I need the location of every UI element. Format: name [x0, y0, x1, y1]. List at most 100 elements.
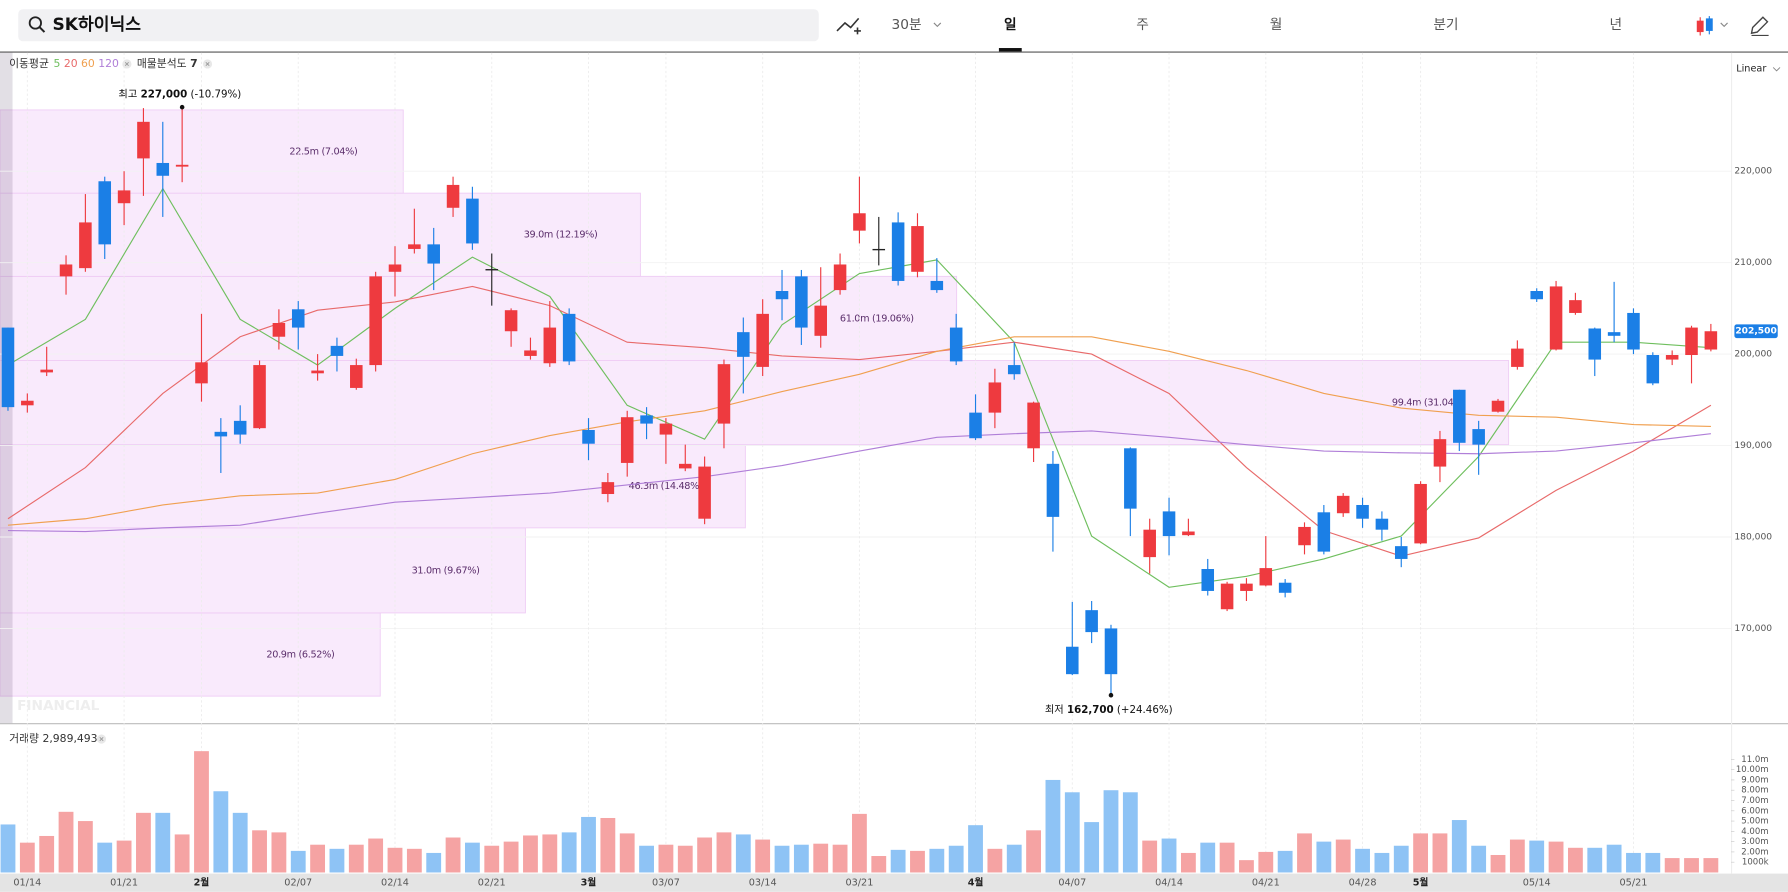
ma-legend-entry: 60	[81, 57, 95, 70]
candle-body	[1143, 529, 1156, 558]
volume-profile-label: 22.5m (7.04%)	[289, 147, 357, 158]
candle-body	[1375, 518, 1389, 530]
last-price-label: 202,500	[1735, 327, 1776, 337]
y-tick-label: 170,000	[1734, 624, 1772, 634]
volume-bar	[1026, 830, 1041, 873]
volume-bar	[968, 825, 983, 873]
volume-bar	[348, 844, 364, 873]
candle-body	[504, 310, 518, 332]
ma-legend-entry: 20	[64, 57, 78, 70]
volume-bar	[793, 844, 809, 873]
x-tick-label: 4월	[968, 877, 984, 889]
pencil-icon	[1750, 16, 1769, 35]
chart-style-icon	[1705, 18, 1713, 31]
volume-bar	[1297, 833, 1312, 873]
candle-body	[1607, 332, 1621, 336]
candle-body	[427, 244, 440, 264]
y-tick-label: 1000k	[1742, 858, 1769, 868]
y-tick-label: 220,000	[1734, 167, 1772, 177]
volume-bar	[948, 845, 964, 873]
x-tick-label: 04/28	[1349, 878, 1377, 889]
volume-bar	[97, 842, 113, 873]
volume-current: 2,989,493	[42, 732, 97, 745]
x-tick-label: 04/07	[1058, 878, 1086, 889]
candle-body	[1317, 512, 1331, 552]
volume-bar	[929, 848, 945, 873]
scale-mode[interactable]: Linear	[1736, 64, 1766, 75]
volume-bar	[329, 848, 345, 873]
period-tab[interactable]: 일	[1004, 17, 1017, 33]
candle-body	[1569, 300, 1582, 313]
candle-body	[911, 226, 924, 272]
candle-body	[330, 345, 344, 356]
volume-bar	[890, 849, 906, 873]
volume-bar	[368, 838, 384, 873]
candle-body	[59, 264, 73, 277]
candle-body	[620, 417, 634, 463]
volume-bar	[252, 830, 267, 873]
candle-body	[175, 164, 189, 167]
search-box[interactable]	[18, 9, 819, 42]
annotation-change: (+24.46%)	[1117, 704, 1173, 716]
interval-caret	[933, 22, 942, 28]
volume-bar	[1626, 852, 1641, 873]
period-tab[interactable]: 주	[1136, 17, 1149, 33]
volume-bar	[136, 812, 151, 873]
y-tick-label: 9.00m	[1741, 775, 1768, 785]
volume-bar	[1084, 822, 1100, 873]
candle-body	[969, 412, 982, 439]
y-tick-label: 8.00m	[1741, 786, 1768, 796]
chart-style-button[interactable]	[1696, 16, 1728, 36]
volume-bar	[310, 844, 326, 873]
moving-average-line	[7, 430, 1711, 533]
volume-bar	[813, 843, 829, 873]
volume-bar	[1239, 860, 1254, 873]
candle-body	[98, 181, 112, 245]
volume-profile-label: 31.0m (9.67%)	[412, 565, 480, 576]
candle-body	[291, 309, 305, 328]
volume-bar	[0, 824, 16, 873]
volume-profile-band	[0, 527, 526, 614]
volume-bar	[871, 856, 887, 873]
candle-body	[1433, 439, 1447, 467]
y-tick-label: 2.00m	[1741, 847, 1768, 857]
volume-bar	[484, 845, 500, 873]
period-tab[interactable]: 년	[1610, 17, 1623, 33]
candle-body	[737, 332, 750, 357]
ma-legend-entry: 5	[54, 57, 61, 70]
volume-bar	[19, 842, 35, 873]
candle-body	[214, 431, 228, 437]
period-tab[interactable]: 월	[1270, 17, 1283, 33]
volume-bar	[1316, 841, 1332, 873]
y-tick-label: 190,000	[1734, 441, 1772, 451]
candle-body	[601, 482, 615, 495]
candle-body	[350, 365, 363, 388]
search-text: SK하이닉스	[52, 15, 141, 35]
annotation-label: 최고	[118, 89, 137, 101]
x-tick-label: 03/14	[749, 878, 777, 889]
volume-bar	[1587, 847, 1603, 873]
annotation-value: 227,000	[141, 89, 188, 101]
profile-legend-count: 7	[190, 57, 198, 70]
scale-caret	[1772, 67, 1781, 72]
draw-button[interactable]	[1750, 16, 1769, 37]
candle-body	[775, 291, 789, 300]
candle-body	[678, 463, 692, 469]
candle-body	[195, 362, 208, 384]
volume-bar	[1451, 820, 1467, 873]
watermark: FINANCIAL	[17, 698, 100, 714]
period-tab[interactable]: 분기	[1433, 17, 1458, 33]
date-axis-background	[0, 873, 1788, 892]
volume-bar	[755, 839, 771, 873]
moving-average-line	[7, 187, 1711, 588]
candle-body	[79, 222, 92, 269]
interval-select[interactable]: 30분	[892, 17, 922, 33]
candle-body	[795, 276, 808, 328]
profile-close-button[interactable]	[202, 59, 213, 69]
y-tick-label: 3.00m	[1741, 837, 1768, 847]
volume-profile-label: 39.0m (12.19%)	[524, 230, 598, 241]
volume-close-button[interactable]	[96, 734, 107, 744]
selected-tab-underline	[998, 48, 1022, 52]
indicator-button[interactable]	[836, 17, 861, 35]
